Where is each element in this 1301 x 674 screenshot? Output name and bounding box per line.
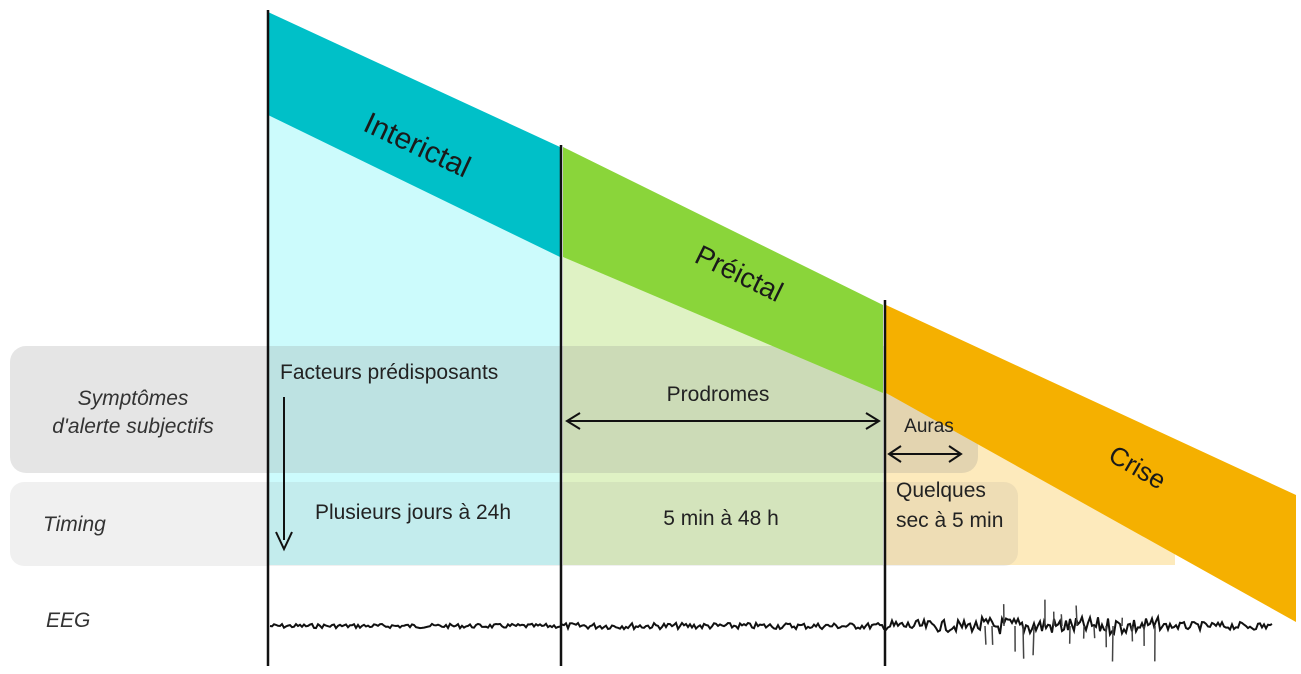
- timing-row-band: [10, 482, 1018, 566]
- timing-crise-line1: Quelques: [896, 479, 986, 502]
- timing-interictal-text: Plusieurs jours à 24h: [315, 501, 511, 524]
- eeg-spike: [985, 626, 986, 645]
- timing-crise-line2: sec à 5 min: [896, 509, 1003, 532]
- eeg-spike: [1061, 614, 1062, 626]
- eeg-trace: [270, 600, 1272, 662]
- eeg-label: EEG: [46, 609, 90, 632]
- symptomes-label-line2: d'alerte subjectifs: [52, 415, 214, 438]
- auras-text: Auras: [904, 416, 954, 437]
- facteurs-text: Facteurs prédisposants: [280, 361, 498, 384]
- prodromes-text: Prodromes: [667, 383, 770, 406]
- timing-preictal-text: 5 min à 48 h: [663, 507, 779, 530]
- eeg-spike: [1094, 626, 1095, 638]
- eeg-spike: [1033, 626, 1034, 655]
- eeg-spike: [1023, 626, 1024, 659]
- symptomes-label-line1: Symptômes: [78, 387, 189, 410]
- eeg-spike: [1112, 626, 1113, 661]
- eeg-spike: [992, 626, 993, 645]
- timing-label: Timing: [43, 513, 106, 536]
- eeg-spike: [1076, 606, 1077, 626]
